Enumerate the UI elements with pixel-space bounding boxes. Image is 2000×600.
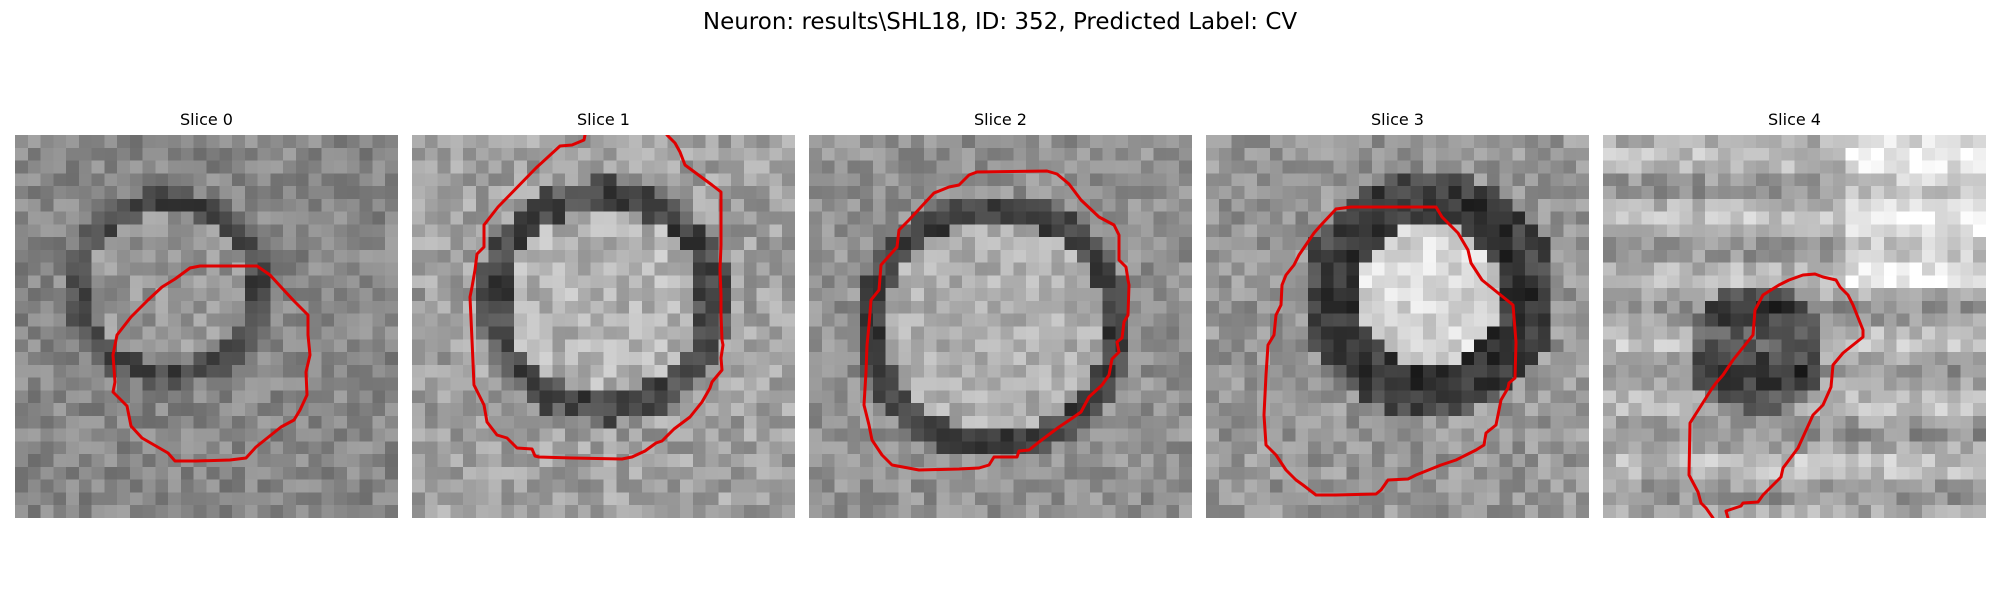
slice-overlay xyxy=(111,264,312,463)
slice-overlay xyxy=(862,169,1131,472)
figure-title: Neuron: results\SHL18, ID: 352, Predicte… xyxy=(702,9,1298,35)
slice-overlay xyxy=(468,135,725,461)
slice-panel-4: Slice 4 xyxy=(1603,108,1986,520)
slice-overlay xyxy=(1262,205,1518,497)
slice-image xyxy=(1206,135,1589,518)
slice-panel-2: Slice 2 xyxy=(809,108,1192,520)
neuron-contour xyxy=(1687,272,1865,518)
slice-title: Slice 2 xyxy=(974,110,1027,129)
slice-title: Slice 1 xyxy=(577,110,630,129)
slice-image xyxy=(15,135,398,518)
slice-panel-1: Slice 1 xyxy=(412,108,795,520)
slice-title: Slice 0 xyxy=(180,110,233,129)
slice-image xyxy=(412,135,795,518)
neuron-contour xyxy=(1262,205,1518,497)
slice-panel-3: Slice 3 xyxy=(1206,108,1589,520)
neuron-contour xyxy=(468,135,725,461)
slice-title: Slice 4 xyxy=(1768,110,1821,129)
slice-title: Slice 3 xyxy=(1371,110,1424,129)
neuron-contour xyxy=(862,169,1131,472)
slice-image xyxy=(809,135,1192,518)
slice-overlay xyxy=(1687,272,1865,518)
slice-panel-0: Slice 0 xyxy=(15,108,398,520)
neuron-contour xyxy=(111,264,312,463)
